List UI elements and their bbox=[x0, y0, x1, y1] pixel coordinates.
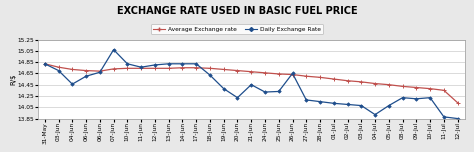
Daily Exchange Rate bbox=[42, 63, 48, 65]
Daily Exchange Rate bbox=[262, 91, 268, 93]
Average Exchange rate bbox=[111, 68, 117, 70]
Average Exchange rate bbox=[427, 88, 433, 90]
Line: Average Exchange rate: Average Exchange rate bbox=[43, 62, 459, 104]
Average Exchange rate bbox=[276, 73, 282, 75]
Daily Exchange Rate bbox=[166, 63, 172, 65]
Average Exchange rate bbox=[358, 81, 364, 83]
Average Exchange rate bbox=[166, 67, 172, 69]
Daily Exchange Rate bbox=[413, 98, 419, 100]
Daily Exchange Rate bbox=[235, 97, 240, 99]
Average Exchange rate bbox=[83, 70, 89, 71]
Daily Exchange Rate bbox=[455, 118, 460, 119]
Daily Exchange Rate bbox=[372, 114, 378, 116]
Daily Exchange Rate bbox=[207, 74, 213, 76]
Daily Exchange Rate bbox=[303, 99, 309, 101]
Average Exchange rate bbox=[235, 70, 240, 71]
Daily Exchange Rate bbox=[180, 63, 185, 65]
Daily Exchange Rate bbox=[441, 116, 447, 118]
Average Exchange rate bbox=[248, 71, 254, 73]
Daily Exchange Rate bbox=[221, 88, 227, 90]
Average Exchange rate bbox=[372, 83, 378, 85]
Daily Exchange Rate bbox=[125, 63, 130, 65]
Average Exchange rate bbox=[97, 70, 103, 72]
Average Exchange rate bbox=[70, 69, 75, 70]
Average Exchange rate bbox=[262, 72, 268, 74]
Average Exchange rate bbox=[331, 78, 337, 80]
Average Exchange rate bbox=[221, 69, 227, 70]
Average Exchange rate bbox=[413, 87, 419, 88]
Average Exchange rate bbox=[386, 84, 392, 86]
Daily Exchange Rate bbox=[358, 105, 364, 107]
Average Exchange rate bbox=[125, 67, 130, 69]
Average Exchange rate bbox=[138, 67, 144, 69]
Y-axis label: R/$: R/$ bbox=[10, 73, 16, 85]
Daily Exchange Rate bbox=[400, 97, 405, 99]
Average Exchange rate bbox=[303, 75, 309, 77]
Daily Exchange Rate bbox=[56, 70, 62, 71]
Daily Exchange Rate bbox=[331, 102, 337, 104]
Daily Exchange Rate bbox=[70, 83, 75, 85]
Average Exchange rate bbox=[455, 102, 460, 104]
Daily Exchange Rate bbox=[317, 101, 323, 103]
Daily Exchange Rate bbox=[97, 71, 103, 73]
Daily Exchange Rate bbox=[427, 97, 433, 99]
Daily Exchange Rate bbox=[111, 49, 117, 51]
Line: Daily Exchange Rate: Daily Exchange Rate bbox=[44, 48, 459, 120]
Daily Exchange Rate bbox=[193, 63, 199, 65]
Daily Exchange Rate bbox=[138, 66, 144, 68]
Average Exchange rate bbox=[441, 89, 447, 91]
Daily Exchange Rate bbox=[152, 64, 158, 66]
Daily Exchange Rate bbox=[345, 104, 350, 105]
Average Exchange rate bbox=[400, 85, 405, 87]
Average Exchange rate bbox=[180, 67, 185, 69]
Legend: Average Exchange rate, Daily Exchange Rate: Average Exchange rate, Daily Exchange Ra… bbox=[151, 24, 323, 34]
Daily Exchange Rate bbox=[248, 84, 254, 86]
Daily Exchange Rate bbox=[290, 73, 295, 74]
Daily Exchange Rate bbox=[276, 91, 282, 92]
Average Exchange rate bbox=[152, 67, 158, 69]
Daily Exchange Rate bbox=[83, 75, 89, 77]
Average Exchange rate bbox=[345, 80, 350, 82]
Text: EXCHANGE RATE USED IN BASIC FUEL PRICE: EXCHANGE RATE USED IN BASIC FUEL PRICE bbox=[117, 6, 357, 16]
Average Exchange rate bbox=[317, 76, 323, 78]
Average Exchange rate bbox=[193, 67, 199, 69]
Average Exchange rate bbox=[56, 66, 62, 68]
Average Exchange rate bbox=[290, 74, 295, 75]
Average Exchange rate bbox=[42, 63, 48, 65]
Daily Exchange Rate bbox=[386, 105, 392, 107]
Average Exchange rate bbox=[207, 67, 213, 69]
